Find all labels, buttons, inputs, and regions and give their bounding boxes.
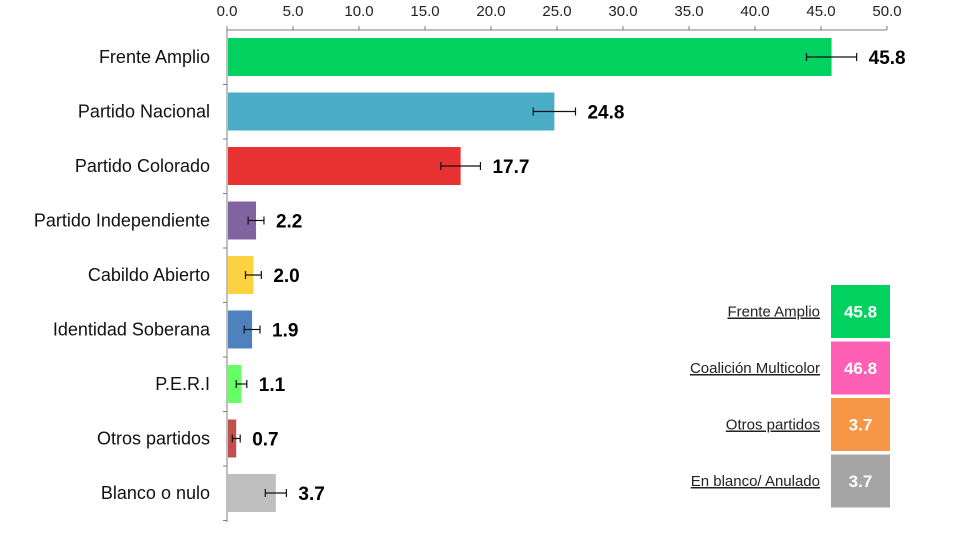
- data-label: 0.7: [252, 430, 278, 451]
- summary-value: 45.8: [844, 303, 877, 322]
- category-label: Partido Nacional: [78, 102, 210, 122]
- category-label: Cabildo Abierto: [88, 265, 210, 285]
- x-tick-label: 30.0: [608, 3, 637, 20]
- x-tick-label: 35.0: [674, 3, 703, 20]
- data-label: 2.0: [273, 266, 299, 287]
- x-tick-label: 40.0: [740, 3, 769, 20]
- data-label: 1.9: [272, 321, 298, 342]
- bar: [228, 92, 555, 131]
- summary-box: [831, 341, 890, 395]
- category-label: Otros partidos: [97, 429, 210, 449]
- x-tick-label: 45.0: [806, 3, 835, 20]
- summary-box: [831, 454, 890, 508]
- category-label: Blanco o nulo: [101, 483, 210, 503]
- bar: [228, 38, 832, 76]
- summary-label: Otros partidos: [726, 417, 820, 434]
- data-label: 3.7: [298, 484, 324, 505]
- x-tick-label: 15.0: [410, 3, 439, 20]
- category-label: P.E.R.I: [155, 374, 210, 394]
- summary-value: 3.7: [849, 472, 873, 491]
- summary-box: [831, 285, 890, 338]
- data-label: 45.8: [869, 48, 906, 69]
- bar: [228, 147, 461, 185]
- x-tick-label: 25.0: [542, 3, 571, 20]
- summary-label: Frente Amplio: [727, 304, 820, 321]
- summary-box: [831, 398, 890, 451]
- bar: [228, 365, 242, 403]
- x-tick-label: 10.0: [344, 3, 373, 20]
- data-label: 17.7: [492, 157, 529, 178]
- category-label: Partido Colorado: [75, 156, 210, 176]
- data-label: 2.2: [276, 212, 302, 233]
- x-tick-label: 50.0: [872, 3, 901, 20]
- summary-value: 3.7: [849, 416, 873, 435]
- summary-label: En blanco/ Anulado: [691, 473, 820, 490]
- x-tick-label: 5.0: [283, 3, 304, 20]
- category-label: Identidad Soberana: [53, 320, 211, 340]
- category-label: Frente Amplio: [99, 47, 210, 67]
- category-label: Partido Independiente: [34, 211, 210, 231]
- summary-value: 46.8: [844, 359, 877, 378]
- data-label: 24.8: [587, 103, 624, 124]
- x-tick-label: 20.0: [476, 3, 505, 20]
- summary-label: Coalición Multicolor: [690, 360, 820, 377]
- x-tick-label: 0.0: [217, 3, 238, 20]
- data-label: 1.1: [259, 375, 286, 396]
